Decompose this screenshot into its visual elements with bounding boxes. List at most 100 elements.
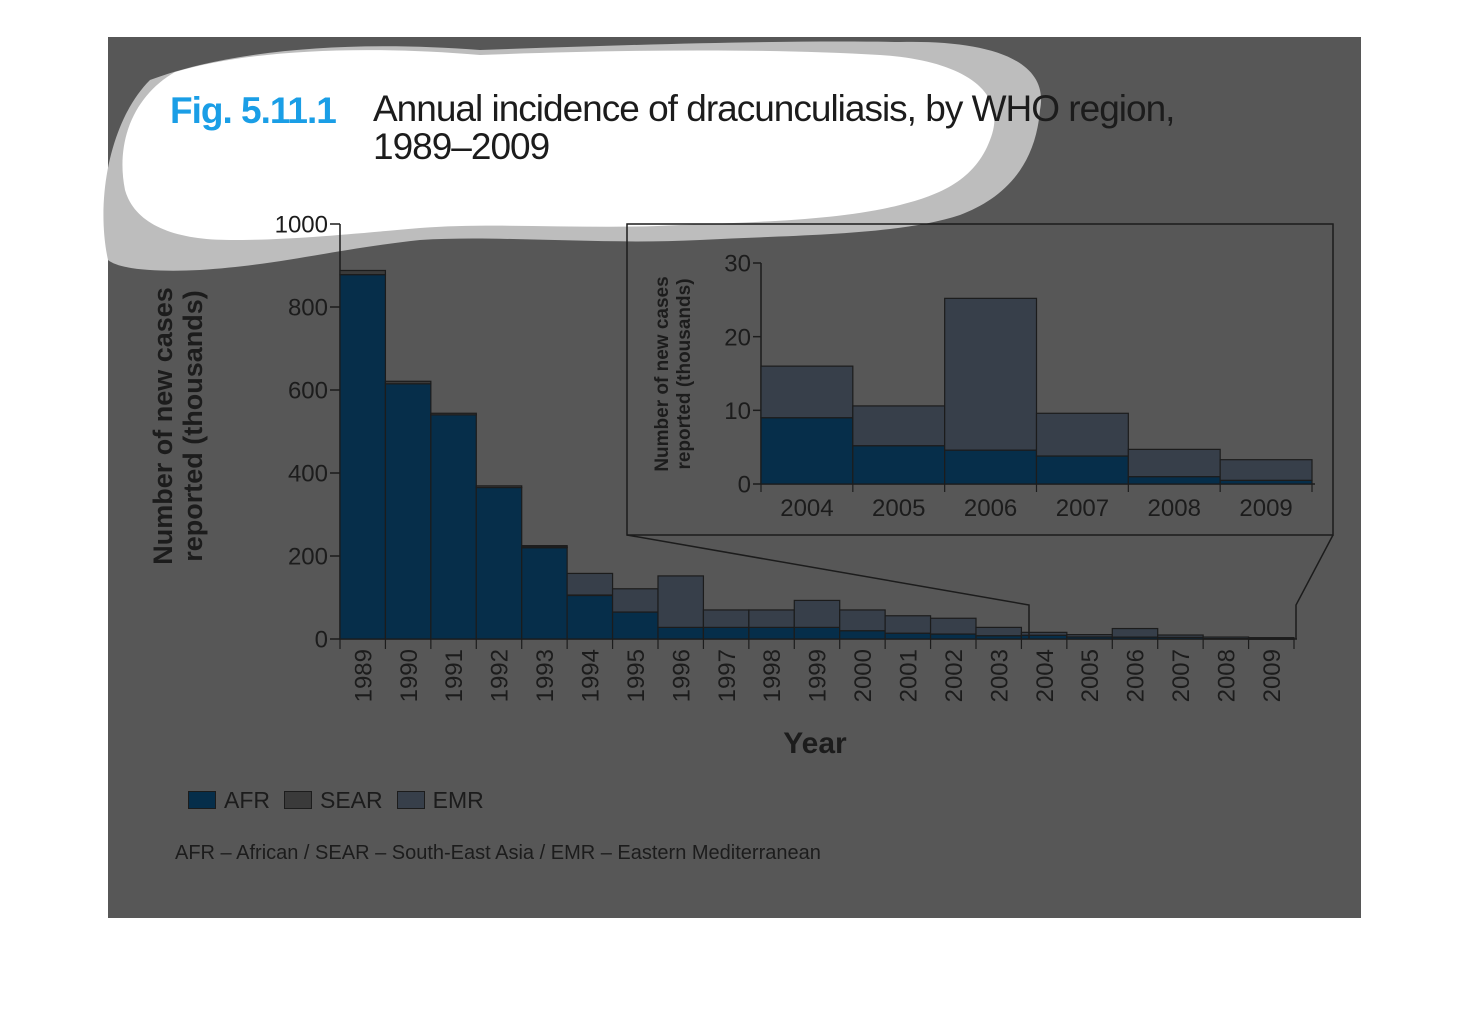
y-tick-label: 10 [724, 398, 751, 425]
bar-afr-2000 [839, 630, 886, 640]
bar-afr-1997 [702, 626, 750, 640]
x-tick-label: 2004 [1032, 649, 1059, 702]
x-tick-label: 1991 [441, 649, 468, 702]
bar-emr-1993 [521, 545, 568, 548]
x-tick-label: 1995 [623, 649, 650, 702]
bar-emr-2009 [1219, 459, 1313, 481]
x-tick-label: 2009 [1239, 495, 1292, 522]
x-tick-label: 2007 [1168, 649, 1195, 702]
bar-sear-1990 [384, 380, 432, 385]
x-tick-label: 2001 [895, 649, 922, 702]
x-tick-label: 2004 [780, 495, 833, 522]
bar-sear-1991 [430, 412, 477, 416]
bar-afr-1996 [657, 626, 705, 640]
x-tick-label: 2008 [1213, 649, 1240, 702]
x-tick-label: 2005 [1077, 649, 1104, 702]
figure-title: Annual incidence of dracunculiasis, by W… [373, 88, 1175, 167]
bar-afr-1992 [475, 486, 523, 640]
x-tick-label: 2008 [1148, 495, 1201, 522]
bar-emr-1994 [566, 572, 614, 596]
legend-item-emr: EMR [396, 786, 484, 814]
figure-number: Fig. 5.11.1 [170, 90, 337, 131]
inset-bar-chart: 0 10 20 30 2004 2005 2006 2007 2008 2009 Number of… [626, 223, 1334, 639]
bar-emr-2007 [1157, 634, 1204, 639]
bar-afr-2006 [944, 449, 1038, 485]
bar-afr-2004 [760, 417, 854, 485]
bar-emr-2005 [852, 405, 946, 447]
bar-emr-2008 [1202, 636, 1250, 640]
bar-afr-1993 [521, 547, 568, 640]
bar-emr-1998 [748, 609, 795, 628]
bar-sear-1989 [339, 269, 387, 276]
bar-emr-2006 [944, 297, 1038, 451]
bar-afr-2007 [1035, 455, 1129, 485]
legend-swatch-emr [396, 791, 425, 809]
x-tick-label: 2006 [964, 495, 1017, 522]
x-tick-label: 1994 [577, 649, 604, 702]
x-tick-label: 2007 [1056, 495, 1109, 522]
legend-swatch-sear [284, 791, 312, 809]
bar-afr-1991 [430, 414, 477, 640]
x-tick-label: 1996 [668, 649, 695, 702]
bar-emr-2008 [1127, 448, 1221, 478]
bar-emr-2003 [975, 626, 1023, 637]
x-tick-label: 2006 [1123, 649, 1150, 702]
x-tick-label: 2009 [1259, 649, 1286, 702]
main-y-axis-label: Number of new cases reported (thousands) [148, 287, 208, 565]
legend-label-afr: AFR [224, 786, 270, 813]
bar-emr-2002 [929, 617, 977, 635]
bar-afr-1995 [611, 611, 659, 640]
x-tick-label: 1997 [714, 649, 741, 702]
y-tick-label: 0 [315, 627, 328, 654]
bar-afr-1999 [793, 626, 841, 640]
y-tick-label: 200 [288, 544, 328, 571]
inset-y-axis-label: Number of new cases [652, 276, 673, 471]
cloud-highlight [122, 50, 995, 240]
x-tick-label: 1993 [532, 649, 559, 702]
inset-y-axis-label: reported (thousands) [674, 278, 695, 469]
x-tick-label: 1992 [487, 649, 514, 702]
x-tick-label: 1999 [805, 649, 832, 702]
zoom-connector-right [1295, 534, 1334, 639]
legend: AFR SEAR EMR [188, 786, 498, 814]
y-tick-label: 30 [724, 251, 751, 278]
bar-emr-2000 [839, 609, 886, 632]
bar-emr-2007 [1035, 412, 1129, 457]
legend-label-sear: SEAR [320, 786, 383, 813]
bar-afr-2001 [884, 632, 932, 640]
bar-emr-2005 [1066, 634, 1113, 638]
inset-frame [626, 223, 1334, 536]
bar-emr-2004 [760, 365, 854, 419]
bar-afr-2002 [929, 633, 977, 640]
y-tick-label: 1000 [275, 212, 328, 239]
bar-emr-2009 [1247, 637, 1295, 640]
bar-afr-1994 [566, 594, 614, 640]
zoom-connector-left [626, 534, 1030, 639]
bar-afr-2005 [852, 445, 946, 485]
legend-label-emr: EMR [432, 786, 484, 813]
legend-swatch-afr [188, 791, 216, 809]
y-tick-label: 400 [288, 461, 328, 488]
x-tick-label: 2003 [986, 649, 1013, 702]
x-tick-label: 1989 [350, 649, 377, 702]
bar-afr-1990 [384, 383, 432, 640]
x-tick-label: 1990 [396, 649, 423, 702]
bar-emr-1997 [702, 609, 750, 628]
y-tick-label: 20 [724, 324, 751, 351]
y-tick-label: 0 [738, 472, 751, 499]
bar-emr-2001 [884, 615, 932, 634]
bar-afr-2008 [1127, 476, 1221, 485]
bar-emr-1996 [657, 575, 705, 628]
abbreviation-note: AFR – African / SEAR – South-East Asia /… [175, 842, 821, 864]
x-tick-label: 2000 [850, 649, 877, 702]
y-tick-label: 800 [288, 295, 328, 322]
bar-emr-1995 [611, 588, 659, 613]
bar-emr-1999 [793, 599, 841, 628]
x-tick-label: 2005 [872, 495, 925, 522]
legend-item-sear: SEAR [284, 787, 383, 814]
bar-afr-1989 [339, 274, 387, 640]
main-x-axis-label: Year [783, 727, 847, 760]
x-tick-label: 1998 [759, 649, 786, 702]
